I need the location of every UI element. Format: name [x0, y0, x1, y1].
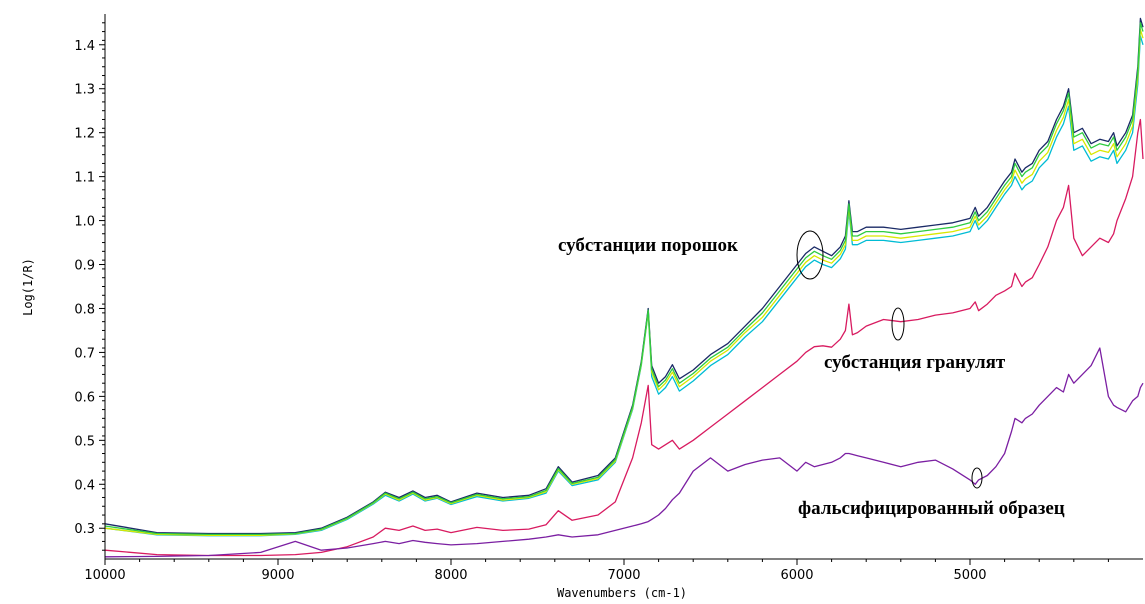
- y-tick-label: 0.5: [74, 434, 95, 449]
- y-tick-label: 0.3: [74, 522, 95, 537]
- y-tick-label: 0.6: [74, 390, 95, 405]
- series-layer: [104, 17, 1144, 558]
- y-axis-title: Log(1/R): [21, 258, 35, 316]
- x-tick-label: 10000: [84, 568, 125, 583]
- y-tick-label: 0.7: [74, 346, 95, 361]
- series-line-5: [104, 118, 1144, 557]
- annotation-falsified: фальсифицированный образец: [798, 498, 1065, 519]
- series-line-4: [104, 22, 1144, 536]
- x-tick-label: 7000: [607, 568, 640, 583]
- y-tick-label: 0.9: [74, 259, 95, 274]
- y-tick-label: 0.8: [74, 302, 95, 317]
- marker-ellipse-powder: [796, 230, 824, 280]
- y-tick-label: 1.3: [74, 83, 95, 98]
- annotation-granulate: субстанция гранулят: [824, 352, 1006, 373]
- y-tick-label: 0.4: [74, 478, 95, 493]
- x-tick-label: 9000: [261, 568, 294, 583]
- x-tick-label: 5000: [953, 568, 986, 583]
- y-tick-label: 1.4: [74, 39, 95, 54]
- series-line-6: [104, 347, 1144, 558]
- marker-ellipse-falsified: [971, 467, 983, 489]
- y-tick-label: 1.0: [74, 215, 95, 230]
- series-line-3: [104, 28, 1144, 536]
- x-tick-label: 8000: [434, 568, 467, 583]
- series-line-2: [104, 35, 1144, 537]
- annotation-powder: субстанции порошок: [558, 235, 738, 256]
- x-axis-title: Wavenumbers (cm-1): [557, 586, 687, 600]
- y-tick-label: 1.2: [74, 127, 95, 142]
- tick-layer: 10000 9000 8000 7000 6000 5000 0.3 0.4 0.5 0.6 0.7…: [74, 22, 1109, 583]
- series-line-1: [104, 17, 1144, 535]
- marker-ellipse-granulate: [891, 307, 905, 341]
- x-tick-label: 6000: [780, 568, 813, 583]
- y-tick-label: 1.1: [74, 171, 95, 186]
